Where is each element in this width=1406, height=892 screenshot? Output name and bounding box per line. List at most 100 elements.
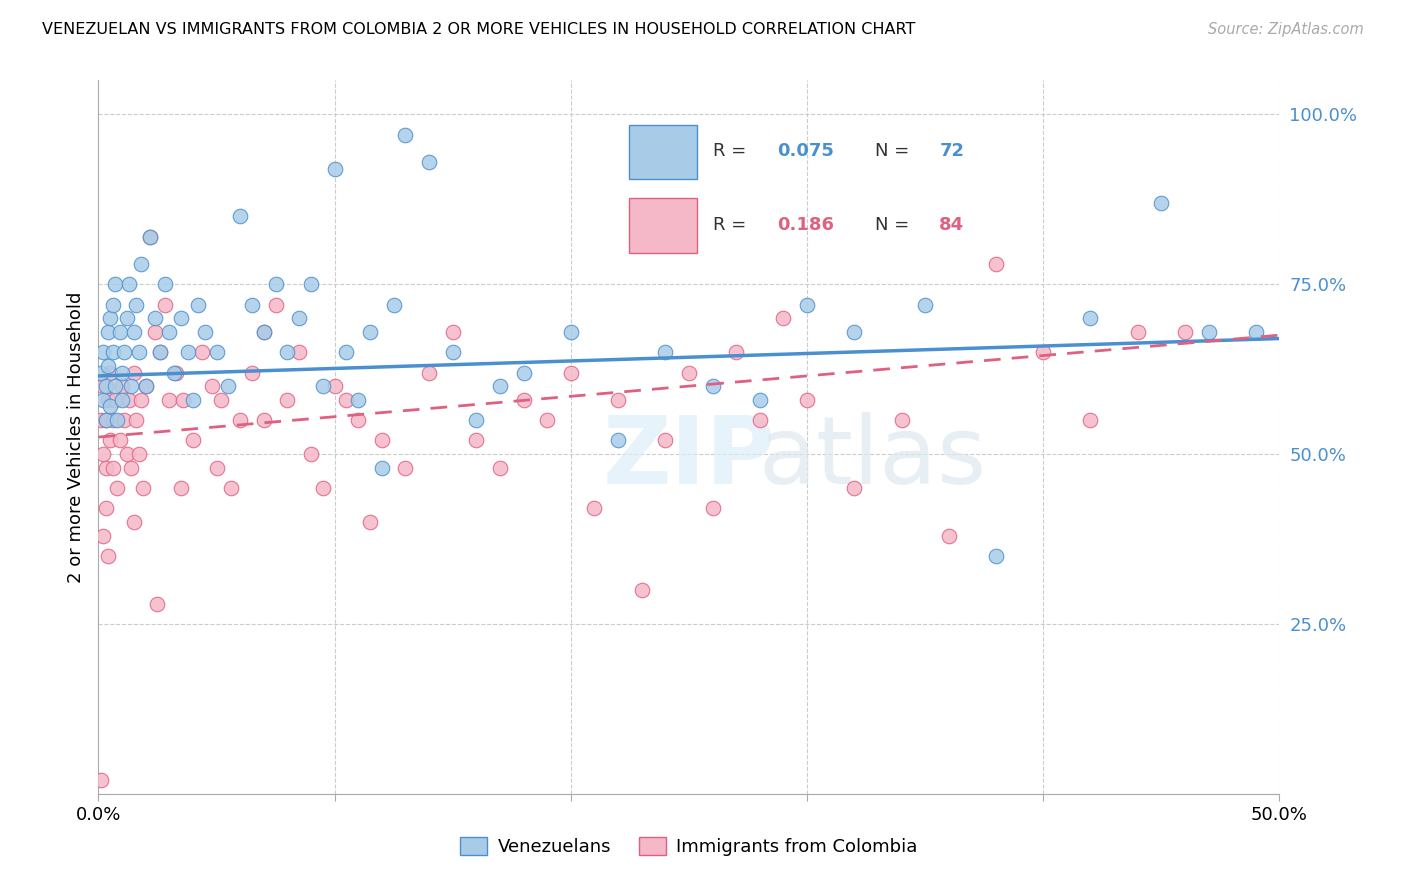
Point (630, 582, 652, 597)
Point (702, 379, 724, 393)
Point (678, 366, 700, 380)
Point (312, 481, 335, 495)
Point (489, 379, 512, 393)
Point (299, 277, 322, 292)
Point (101, 413, 124, 427)
Point (181, 434, 204, 448)
Point (654, 434, 676, 448)
Point (121, 460, 143, 475)
Point (441, 325, 464, 339)
Point (143, 311, 166, 326)
Point (118, 277, 141, 292)
Point (796, 392, 818, 407)
Point (465, 413, 488, 427)
Point (984, 257, 1007, 271)
Point (139, 229, 162, 244)
Point (170, 481, 193, 495)
Point (105, 413, 128, 427)
Point (288, 311, 311, 326)
Point (205, 460, 228, 475)
Point (512, 392, 534, 407)
Point (122, 515, 145, 529)
Point (163, 366, 186, 380)
Point (112, 413, 135, 427)
Point (938, 528, 960, 542)
Point (118, 392, 141, 407)
Point (90, 413, 112, 427)
Point (153, 277, 176, 292)
Point (253, 325, 276, 339)
Point (146, 597, 169, 611)
Point (240, 366, 263, 380)
Point (1032, 345, 1054, 359)
Point (371, 434, 394, 448)
Point (347, 413, 370, 427)
Point (253, 325, 276, 339)
Point (323, 161, 346, 176)
Point (240, 297, 263, 311)
Point (90, 366, 112, 380)
Point (94, 413, 117, 427)
Point (111, 366, 134, 380)
Text: ZIP: ZIP (603, 412, 775, 505)
Point (90, 773, 112, 788)
Point (654, 345, 676, 359)
Point (335, 392, 357, 407)
Point (217, 379, 239, 393)
Point (143, 325, 166, 339)
Point (94, 379, 117, 393)
Point (149, 345, 172, 359)
Point (98, 311, 121, 326)
Point (418, 366, 440, 380)
Point (560, 325, 582, 339)
Point (187, 297, 209, 311)
Point (264, 297, 287, 311)
Point (111, 392, 134, 407)
Point (122, 325, 145, 339)
Point (98, 400, 121, 414)
Point (394, 128, 416, 142)
Point (97, 392, 120, 407)
Point (299, 447, 322, 461)
Point (748, 413, 770, 427)
Point (201, 379, 224, 393)
Point (702, 501, 724, 516)
Point (583, 501, 606, 516)
Point (359, 325, 381, 339)
Point (536, 413, 558, 427)
Point (607, 434, 630, 448)
Point (323, 379, 346, 393)
Point (135, 379, 157, 393)
Point (465, 434, 488, 448)
Point (181, 392, 204, 407)
Point (276, 392, 298, 407)
Point (91, 345, 114, 359)
Point (128, 345, 150, 359)
Point (170, 311, 193, 326)
Point (104, 379, 127, 393)
Point (489, 460, 512, 475)
Point (91, 528, 114, 542)
Point (157, 392, 180, 407)
Point (132, 481, 155, 495)
Legend: Venezuelans, Immigrants from Colombia: Venezuelans, Immigrants from Colombia (453, 830, 925, 863)
Y-axis label: 2 or more Vehicles in Household: 2 or more Vehicles in Household (66, 292, 84, 582)
Point (984, 549, 1007, 563)
Point (122, 366, 145, 380)
Point (129, 392, 152, 407)
Point (796, 297, 818, 311)
Point (1174, 325, 1197, 339)
Point (335, 345, 357, 359)
Point (312, 379, 335, 393)
Point (112, 345, 135, 359)
Point (101, 460, 124, 475)
Point (288, 345, 311, 359)
Point (264, 277, 287, 292)
Point (219, 481, 242, 495)
Point (125, 413, 148, 427)
Point (157, 325, 180, 339)
Point (97, 359, 120, 373)
Point (191, 345, 214, 359)
Text: atlas: atlas (758, 412, 986, 505)
Point (129, 257, 152, 271)
